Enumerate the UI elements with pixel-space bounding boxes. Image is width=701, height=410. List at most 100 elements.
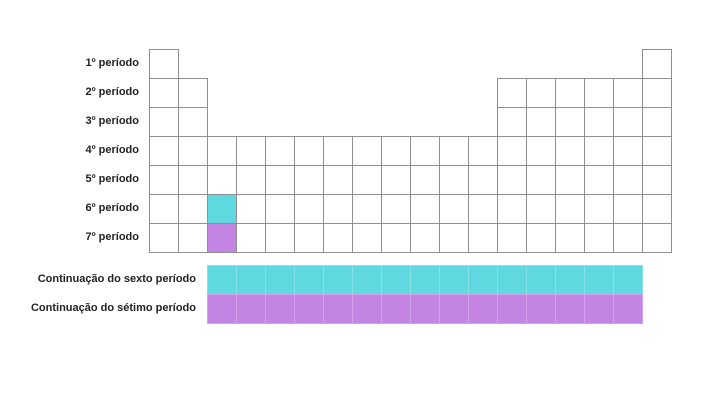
element-cell xyxy=(497,107,527,137)
element-cell xyxy=(497,194,527,224)
element-cell xyxy=(149,165,179,195)
element-cell xyxy=(642,107,672,137)
continuation-cell-actinides xyxy=(613,294,643,324)
element-cell xyxy=(352,136,382,166)
continuation-cell-lanthanides xyxy=(236,265,266,295)
element-cell xyxy=(642,165,672,195)
element-cell xyxy=(555,136,585,166)
continuation-cell-actinides xyxy=(207,294,237,324)
element-cell xyxy=(381,136,411,166)
element-cell xyxy=(613,165,643,195)
element-cell xyxy=(555,223,585,253)
element-cell xyxy=(178,165,208,195)
element-cell xyxy=(439,165,469,195)
element-cell xyxy=(526,165,556,195)
element-cell xyxy=(642,136,672,166)
element-cell xyxy=(555,194,585,224)
element-cell xyxy=(526,223,556,253)
element-cell xyxy=(178,223,208,253)
element-cell xyxy=(323,136,353,166)
element-cell xyxy=(265,165,295,195)
element-cell xyxy=(149,194,179,224)
element-cell xyxy=(352,194,382,224)
continuation-cell-lanthanides xyxy=(468,265,498,295)
element-cell xyxy=(207,136,237,166)
element-cell xyxy=(584,194,614,224)
continuation-cell-lanthanides xyxy=(265,265,295,295)
period-label: 3º período xyxy=(85,115,139,127)
element-cell xyxy=(149,223,179,253)
element-cell xyxy=(584,165,614,195)
element-cell xyxy=(613,194,643,224)
element-cell xyxy=(555,78,585,108)
continuation-cell-actinides xyxy=(352,294,382,324)
element-cell xyxy=(149,136,179,166)
period-label: 4º período xyxy=(85,144,139,156)
element-cell xyxy=(381,165,411,195)
element-cell xyxy=(497,78,527,108)
element-cell xyxy=(497,223,527,253)
continuation-cell-lanthanides xyxy=(613,265,643,295)
element-cell xyxy=(236,223,266,253)
element-cell xyxy=(410,165,440,195)
continuation-cell-actinides xyxy=(381,294,411,324)
element-cell xyxy=(352,223,382,253)
continuation-cell-actinides xyxy=(555,294,585,324)
element-cell xyxy=(236,136,266,166)
continuation-cell-actinides xyxy=(526,294,556,324)
element-cell xyxy=(642,49,672,79)
continuation-label-actinides: Continuação do sétimo período xyxy=(30,302,196,314)
continuation-cell-lanthanides xyxy=(352,265,382,295)
element-cell xyxy=(178,194,208,224)
continuation-cell-actinides xyxy=(497,294,527,324)
element-cell xyxy=(149,78,179,108)
element-cell xyxy=(439,223,469,253)
element-cell xyxy=(555,165,585,195)
element-cell xyxy=(294,223,324,253)
element-cell xyxy=(323,165,353,195)
element-cell xyxy=(323,223,353,253)
element-cell xyxy=(236,194,266,224)
continuation-cell-actinides xyxy=(323,294,353,324)
element-cell xyxy=(294,194,324,224)
continuation-cell-lanthanides xyxy=(439,265,469,295)
element-cell xyxy=(613,107,643,137)
element-cell xyxy=(468,165,498,195)
element-cell xyxy=(178,107,208,137)
element-cell xyxy=(584,223,614,253)
continuation-label-lanthanides: Continuação do sexto período xyxy=(37,273,196,285)
continuation-cell-lanthanides xyxy=(526,265,556,295)
element-cell xyxy=(178,78,208,108)
element-cell xyxy=(497,165,527,195)
element-cell xyxy=(468,223,498,253)
continuation-cell-actinides xyxy=(236,294,266,324)
element-cell xyxy=(410,194,440,224)
continuation-cell-actinides xyxy=(584,294,614,324)
element-cell xyxy=(613,78,643,108)
element-cell xyxy=(468,194,498,224)
continuation-cell-actinides xyxy=(468,294,498,324)
element-cell xyxy=(207,165,237,195)
element-cell xyxy=(178,136,208,166)
element-cell-actinides xyxy=(207,223,237,253)
element-cell xyxy=(584,78,614,108)
element-cell xyxy=(613,136,643,166)
element-cell xyxy=(265,136,295,166)
element-cell xyxy=(149,49,179,79)
continuation-cell-lanthanides xyxy=(410,265,440,295)
element-cell xyxy=(323,194,353,224)
element-cell xyxy=(149,107,179,137)
period-label: 2º período xyxy=(85,86,139,98)
element-cell xyxy=(265,223,295,253)
continuation-cell-lanthanides xyxy=(207,265,237,295)
element-cell xyxy=(265,194,295,224)
element-cell xyxy=(381,223,411,253)
period-label: 6º período xyxy=(85,202,139,214)
element-cell xyxy=(439,194,469,224)
element-cell xyxy=(236,165,266,195)
continuation-cell-actinides xyxy=(439,294,469,324)
element-cell xyxy=(526,194,556,224)
element-cell xyxy=(526,136,556,166)
element-cell xyxy=(526,107,556,137)
element-cell xyxy=(410,136,440,166)
